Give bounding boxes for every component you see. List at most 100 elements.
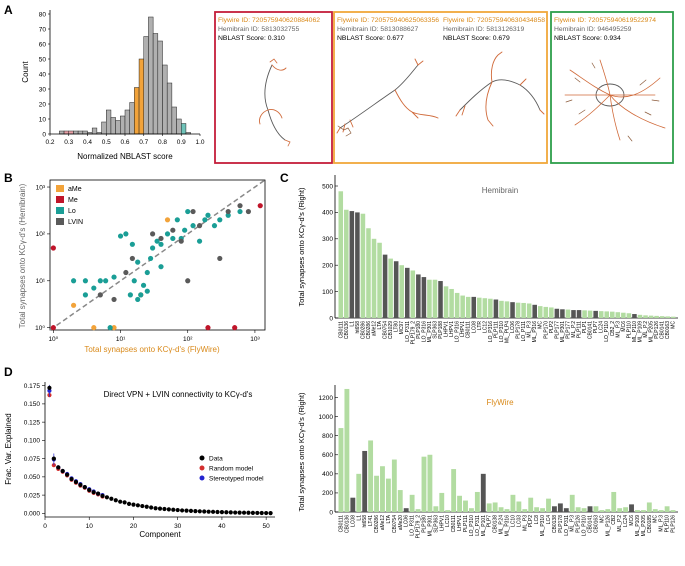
hemibrain-bar [626,313,632,318]
scatter-point-me [205,325,211,331]
scatter-point-ame [111,325,117,331]
flywire-y-label: Total synapses onto KCγ-d's (Right) [297,392,306,511]
hemibrain-category-label: ML_P.3 [527,321,533,338]
flywire-bar [344,388,350,512]
scatter-point-lvin [237,203,243,209]
flywire-category-label: CB0136 [344,515,350,533]
scatter-x-label: Total synapses onto KCγ-d's (FlyWire) [84,345,220,354]
flywire-bar [486,503,492,512]
flywire-bar [362,450,368,512]
hemibrain-category-label: PLP110 [626,321,632,339]
hemibrain-category-label: CB2_2 [610,321,616,337]
hemibrain-bar [543,306,549,318]
histogram-bar [134,87,140,135]
hemibrain-category-label: CB0141 [660,321,666,339]
legend-marker-data [199,455,205,461]
hemibrain-bar [521,302,526,318]
variance-point-data [180,508,185,513]
scatter-point-lvin [245,208,252,215]
variance-point-data [268,511,273,516]
variance-y-label: Frac. Var. Explained [4,413,13,484]
variance-point-data [113,498,118,503]
hemibrain-bar [526,303,532,318]
variance-x-label: Component [139,530,181,539]
scatter-point-lo [103,278,109,284]
flywire-bar [534,507,540,512]
histogram-bar [106,109,112,135]
hemibrain-bar [421,277,427,318]
hemibrain-category-label: LHPV1 [460,321,466,337]
variance-point-data [202,509,207,514]
flywire-category-label: ML_P.3 [659,515,665,532]
scatter-point-lo [190,223,196,229]
hemibrain-bar [477,297,482,318]
variance-y-tick-label: 0.050 [24,474,41,481]
flywire-category-label: CB0138 [493,515,499,533]
legend-marker-random [199,465,205,471]
flywire-bar [516,501,522,512]
histogram-x-tick-label: 0.6 [120,139,129,146]
hemibrain-y-tick-label: 400 [322,210,333,217]
flywire-bar [492,502,498,512]
hemibrain-bar [549,307,554,318]
flywire-category-label: LO_P310 [582,515,588,536]
hemibrain-bar [560,309,565,318]
flywire-y-tick-label: 1200 [319,395,334,402]
scatter-point-lo [135,259,141,265]
hemibrain-category-label: ML_P110 [632,321,638,342]
histogram-bar [59,130,65,135]
card1-hemibrain-id: Hemibrain ID: 5813032755 [218,26,299,33]
scatter-point-me [257,203,263,209]
scatter-point-lo [70,278,77,284]
legend-marker-stereotyped [199,475,205,481]
flywire-category-label: PLP179_2 [416,515,422,539]
flywire-category-label: CB2 [611,515,617,525]
histogram-y-tick-label: 40 [39,71,47,78]
flywire-category-label: ML_P101 [481,515,487,537]
hemibrain-bar [460,295,465,318]
variance-x-tick-label: 30 [174,523,182,530]
hemibrain-category-label: PLP170 [543,321,549,339]
hemibrain-category-label: MC [538,321,544,329]
scatter-y-tick-label: 10⁰ [35,325,45,332]
flywire-category-label: ML_P.3 [570,515,576,532]
hemibrain-bar [610,311,615,318]
hemibrain-bar [416,274,421,318]
hemibrain-category-label: LHPV1 [444,321,450,337]
hemibrain-bar [515,302,521,318]
flywire-category-label: CB0286 [374,515,380,533]
hemibrain-category-label: ML_P.3 [615,321,621,338]
scatter-point-lo [82,292,89,298]
hemibrain-bar [410,270,416,318]
flywire-bar [498,507,504,512]
variance-point-data [78,482,83,487]
legend-label-ame: aMe [68,186,82,193]
hemibrain-bar [371,238,377,318]
histogram-bar [124,109,130,135]
flywire-bar [557,503,563,512]
flywire-category-label: ML_P.2 [617,515,623,532]
variance-point-data [73,479,79,485]
flywire-category-label: CB0138 [552,515,558,533]
variance-point-data [171,507,176,512]
scatter-point-lo [147,255,154,262]
hemibrain-bar [482,298,488,318]
hemibrain-bar [659,316,665,318]
variance-title: Direct VPN + LVIN connectivity to KCγ-d'… [104,390,253,399]
hemibrain-category-label: MC6 [621,321,627,332]
scatter-point-lo [107,325,113,331]
hemibrain-category-label: LO_P311 [405,321,411,342]
histogram-bar [152,33,159,135]
scatter-point-lo [202,217,208,223]
variance-point-data [153,506,158,511]
flywire-category-label: ML_P109 [635,515,641,537]
variance-point-data [215,509,220,515]
variance-point-data [122,500,127,505]
card2-hemibrain-id: Hemibrain ID: 5813088627 [337,26,418,33]
legend-label-lo: Lo [68,208,76,215]
scatter-point-lvin [217,255,223,262]
histogram-y-tick-label: 20 [39,101,47,108]
histogram-x-tick-label: 0.3 [64,139,73,146]
scatter-point-lo [182,227,188,233]
hemibrain-category-label: CB0111 [338,321,344,339]
